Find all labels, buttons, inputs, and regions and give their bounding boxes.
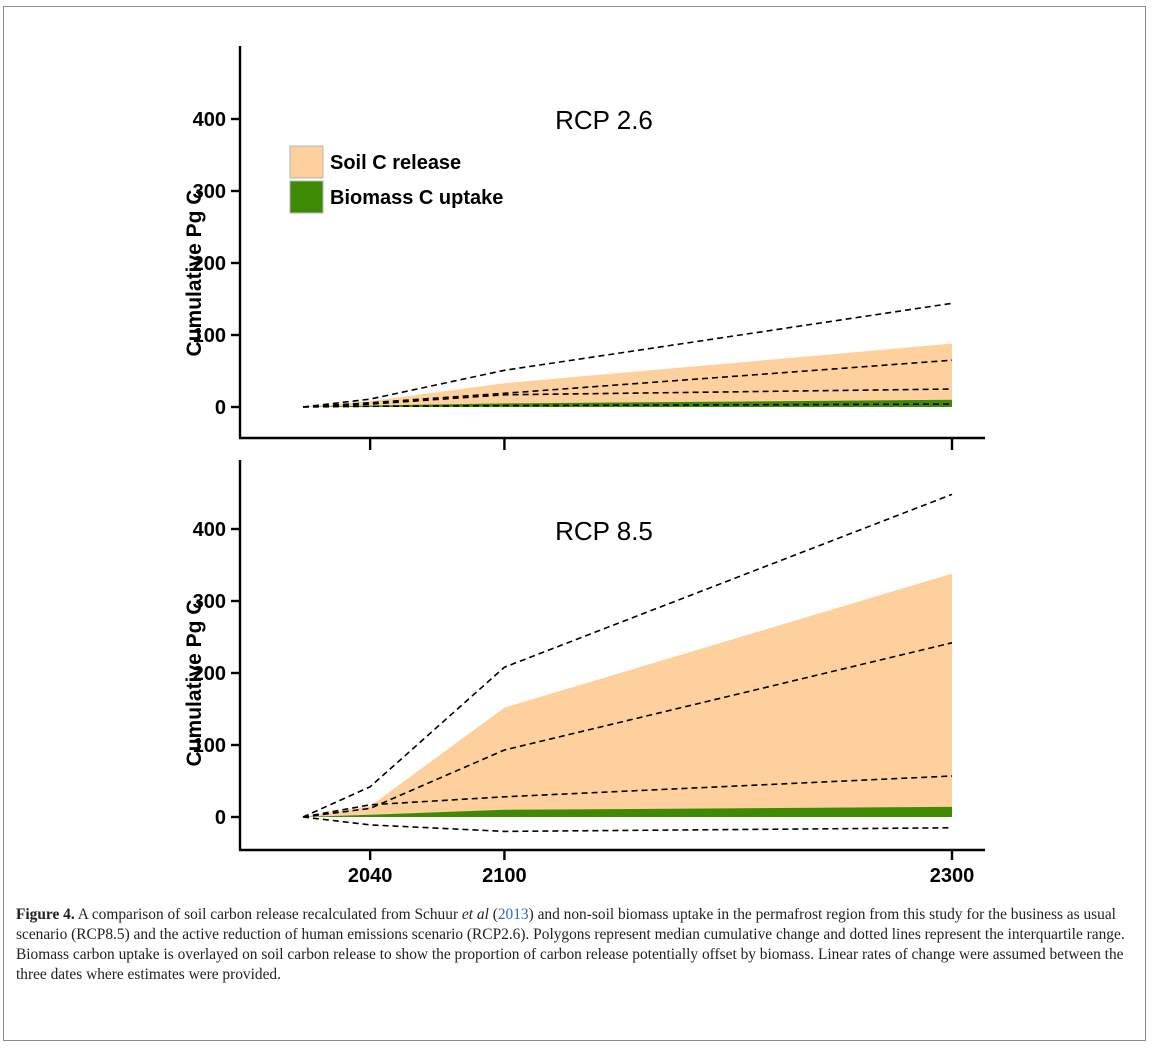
interquartile-line-2-3 bbox=[302, 775, 953, 818]
x-tick-label-2040: 2040 bbox=[348, 865, 393, 887]
y-tick-label-2-300: 300 bbox=[193, 591, 226, 613]
legend-swatch-1 bbox=[289, 145, 324, 179]
figure-chart: 0 100 200 300 400 Cumulative Pg C RCP 2.6 Soil … bbox=[183, 46, 985, 887]
panel-title-2: RCP 8.5 bbox=[555, 516, 653, 546]
caption-etal: et al bbox=[461, 906, 489, 923]
legend-label-1: Soil C release bbox=[330, 152, 461, 174]
y-tick-label-2-400: 400 bbox=[193, 519, 226, 541]
figure-frame bbox=[3, 6, 1146, 1041]
caption-label: Figure 4. bbox=[16, 906, 75, 923]
soil-release-area-2 bbox=[303, 573, 952, 817]
legend-label-2: Biomass C uptake bbox=[330, 187, 503, 209]
y-tick-label-1-300: 300 bbox=[193, 181, 226, 203]
y-tick-label-1-200: 200 bbox=[193, 253, 226, 275]
citation-link[interactable]: 2013 bbox=[497, 906, 529, 923]
interquartile-line-2-4 bbox=[302, 816, 953, 833]
interquartile-line-1-3 bbox=[302, 388, 953, 408]
y-axis-label-1: Cumulative Pg C bbox=[183, 190, 206, 357]
interquartile-line-1-4 bbox=[302, 403, 953, 408]
panel-title-1: RCP 2.6 bbox=[555, 105, 653, 135]
y-tick-label-2-0: 0 bbox=[215, 807, 226, 829]
x-tick-label-2100: 2100 bbox=[482, 865, 527, 887]
y-axis-label-2: Cumulative Pg C bbox=[183, 600, 206, 767]
caption-text-2: ) and non-soil biomass uptake in the per… bbox=[16, 906, 1125, 983]
interquartile-line-1-1 bbox=[302, 302, 953, 408]
caption-text-1: A comparison of soil carbon release reca… bbox=[74, 906, 462, 923]
y-tick-label-1-0: 0 bbox=[215, 397, 226, 419]
y-tick-label-2-200: 200 bbox=[193, 663, 226, 685]
figure-caption: Figure 4. A comparison of soil carbon re… bbox=[16, 906, 1125, 983]
x-tick-label-2300: 2300 bbox=[930, 865, 975, 887]
y-tick-label-2-100: 100 bbox=[193, 735, 226, 757]
biomass-uptake-area-2 bbox=[303, 806, 952, 817]
legend-swatch-2 bbox=[289, 180, 324, 214]
interquartile-line-2-1 bbox=[302, 493, 953, 818]
y-tick-label-1-100: 100 bbox=[193, 325, 226, 347]
soil-release-area-1 bbox=[303, 343, 952, 407]
y-tick-label-1-400: 400 bbox=[193, 109, 226, 131]
interquartile-line-2-2 bbox=[302, 642, 953, 818]
